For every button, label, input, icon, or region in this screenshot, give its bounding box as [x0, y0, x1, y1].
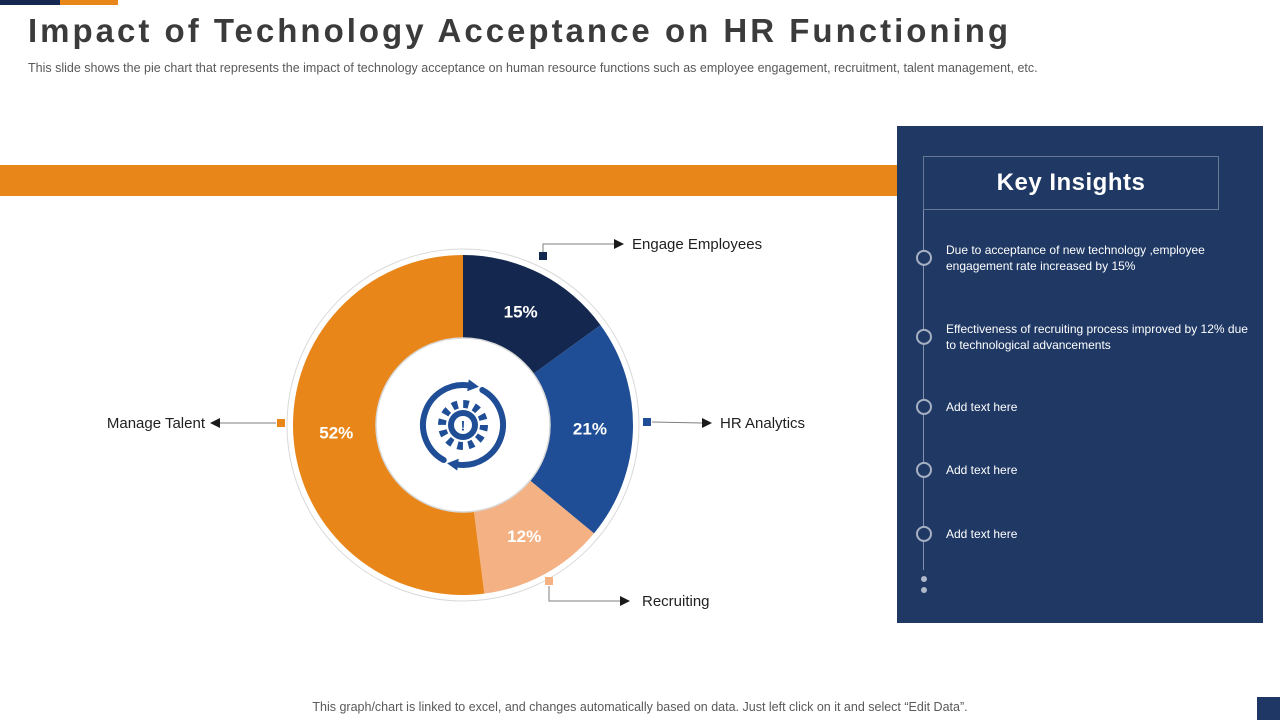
pie-segment-engage-employees[interactable] [463, 255, 601, 374]
key-insights-title: Key Insights [996, 169, 1146, 196]
callout-line [542, 243, 614, 252]
slide-subtitle: This slide shows the pie chart that repr… [28, 61, 1038, 75]
svg-text:!: ! [461, 418, 466, 434]
process-sync-gear-alert-icon: ! [420, 379, 506, 471]
pie-label-engage-employees: Engage Employees [632, 236, 763, 253]
orange-band [0, 165, 897, 196]
timeline-end-dot [921, 587, 927, 593]
callout-line [651, 421, 703, 424]
timeline-node-icon [916, 462, 932, 478]
callout-marker [545, 577, 553, 585]
insight-item: Due to acceptance of new technology ,emp… [916, 242, 1249, 274]
callout-arrow-icon [210, 418, 220, 428]
callout-arrow-icon [702, 418, 712, 428]
insight-item-text: Add text here [946, 399, 1018, 414]
callout-line [548, 586, 620, 602]
pie-segment-manage-talent[interactable] [293, 255, 485, 595]
top-accent-orange [60, 0, 118, 5]
pie-segment-recruiting[interactable] [473, 480, 594, 594]
pie-segment-value: 12% [507, 527, 541, 546]
key-insights-panel: Key Insights Due to acceptance of new te… [897, 126, 1263, 623]
timeline-node-icon [916, 399, 932, 415]
pie-label-manage-talent: Manage Talent [106, 415, 205, 432]
slide-title: Impact of Technology Acceptance on HR Fu… [28, 12, 1012, 49]
insight-item-text: Add text here [946, 462, 1018, 477]
callout-arrow-icon [620, 596, 630, 606]
timeline-node-icon [916, 526, 932, 542]
insight-item: Effectiveness of recruiting process impr… [916, 321, 1249, 353]
footer-note: This graph/chart is linked to excel, and… [312, 700, 968, 714]
callout-arrow-icon [614, 239, 624, 249]
key-insights-title-box: Key Insights [923, 156, 1219, 210]
pie-segment-value: 15% [504, 302, 538, 321]
insight-item: Add text here [916, 526, 1249, 542]
insight-item: Add text here [916, 399, 1249, 415]
insight-item-text: Add text here [946, 526, 1018, 541]
timeline-line [923, 210, 924, 570]
insight-item: Add text here [916, 462, 1249, 478]
top-accent-navy [0, 0, 60, 5]
callout-marker [539, 252, 547, 260]
insight-item-text: Effectiveness of recruiting process impr… [946, 321, 1248, 352]
timeline-node-icon [916, 329, 932, 345]
insight-item-text: Due to acceptance of new technology ,emp… [946, 242, 1205, 273]
chart-outer-ring [286, 248, 640, 602]
pie-segment-hr-analytics[interactable] [530, 325, 633, 534]
callout-marker [277, 419, 285, 427]
pie-label-recruiting: Recruiting [642, 593, 710, 610]
callout-marker [643, 418, 651, 426]
pie-segment-value: 21% [573, 419, 607, 438]
pie-segment-value: 52% [319, 423, 353, 442]
timeline-node-icon [916, 250, 932, 266]
bottom-right-accent [1257, 697, 1280, 720]
pie-label-hr-analytics: HR Analytics [720, 415, 806, 432]
timeline-end-dot [921, 576, 927, 582]
